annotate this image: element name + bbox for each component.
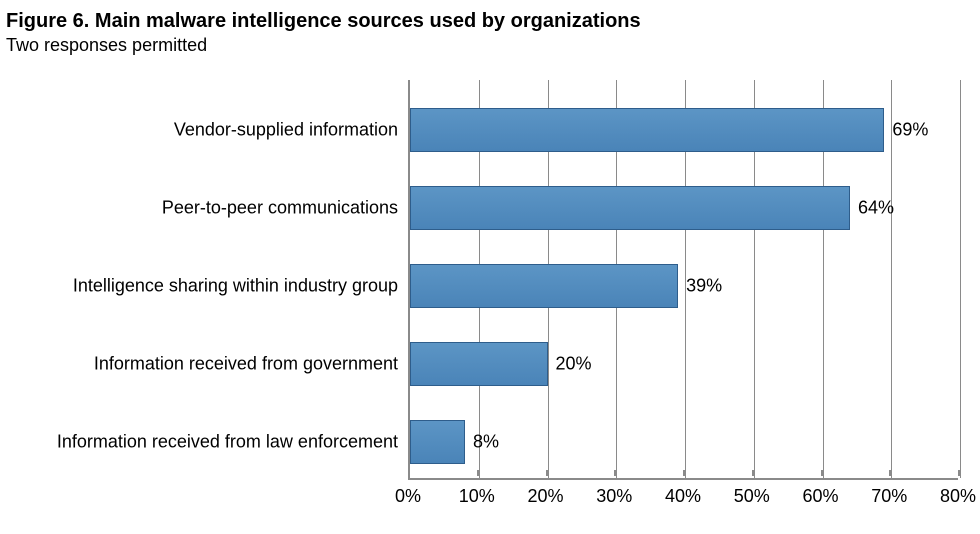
x-tick-label: 20% [527,486,563,507]
figure-subtitle: Two responses permitted [0,33,980,56]
bar-row: 39% [410,264,958,308]
bar [410,108,884,152]
category-label: Vendor-supplied information [0,120,398,141]
x-tick-mark [408,470,410,476]
category-label: Intelligence sharing within industry gro… [0,276,398,297]
figure-container: Figure 6. Main malware intelligence sour… [0,0,980,534]
figure-title: Figure 6. Main malware intelligence sour… [0,0,980,33]
x-tick-mark [889,470,891,476]
x-tick-label: 10% [459,486,495,507]
category-label: Information received from government [0,354,398,375]
bar-row: 69% [410,108,958,152]
x-tick-label: 0% [395,486,421,507]
bar-value-label: 20% [556,354,592,375]
category-label: Information received from law enforcemen… [0,432,398,453]
bar-value-label: 64% [858,198,894,219]
x-tick-label: 50% [734,486,770,507]
bar-value-label: 69% [892,120,928,141]
x-tick-mark [958,470,960,476]
bar-row: 64% [410,186,958,230]
category-label: Peer-to-peer communications [0,198,398,219]
bar [410,342,548,386]
x-tick-mark [614,470,616,476]
x-tick-mark [683,470,685,476]
x-tick-mark [752,470,754,476]
x-tick-label: 30% [596,486,632,507]
x-tick-mark [821,470,823,476]
bar [410,186,850,230]
bar [410,264,678,308]
x-tick-label: 40% [665,486,701,507]
bar-value-label: 8% [473,432,499,453]
bar-row: 20% [410,342,958,386]
bar-value-label: 39% [686,276,722,297]
x-tick-mark [477,470,479,476]
bar-row: 8% [410,420,958,464]
chart-area: 69% 64% 39% 20% 8% 0% 10% 20% 30% 40% 50% 60% 70% 80… [0,70,980,510]
bar [410,420,465,464]
plot-region: 69% 64% 39% 20% 8% [408,80,958,480]
gridline [960,80,961,478]
x-tick-mark [546,470,548,476]
x-tick-label: 60% [802,486,838,507]
x-tick-label: 80% [940,486,976,507]
x-tick-label: 70% [871,486,907,507]
